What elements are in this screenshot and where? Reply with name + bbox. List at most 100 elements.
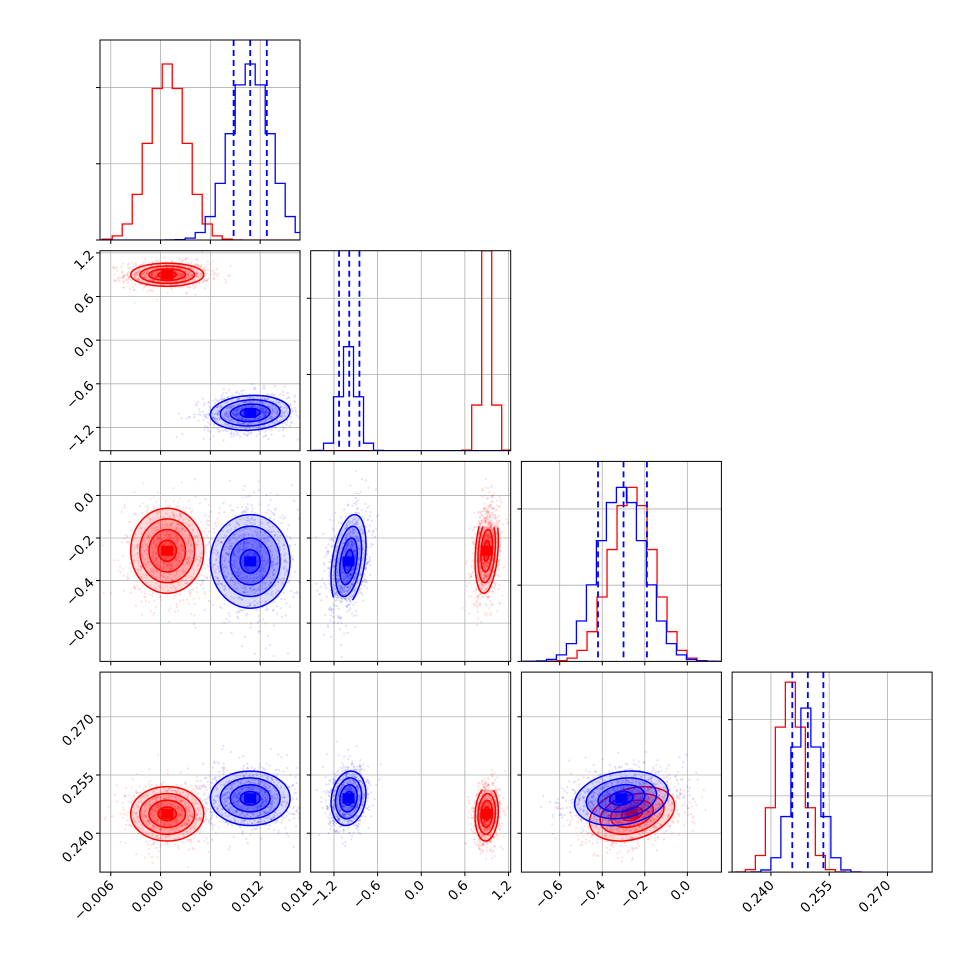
panel-3-3 — [728, 671, 933, 877]
blue-point — [199, 560, 202, 563]
blue-point — [246, 516, 249, 519]
blue-point — [249, 396, 252, 400]
red-point — [490, 512, 493, 515]
red-point — [196, 264, 199, 267]
red-point — [186, 598, 189, 601]
red-point — [152, 286, 155, 289]
blue-point — [270, 413, 273, 416]
blue-point — [238, 595, 241, 599]
red-point — [167, 536, 171, 539]
blue-point — [216, 577, 219, 580]
red-point — [478, 522, 481, 525]
blue-point — [290, 484, 294, 487]
blue-point — [243, 533, 247, 536]
blue-point — [216, 577, 219, 580]
red-point — [164, 500, 168, 503]
blue-point — [238, 416, 241, 419]
red-point — [177, 273, 180, 276]
blue-point — [245, 566, 248, 569]
blue-point — [286, 561, 289, 564]
blue-point — [274, 583, 277, 587]
red-point — [140, 600, 143, 603]
red-density-peak — [161, 545, 174, 556]
blue-point — [336, 622, 339, 625]
red-point — [180, 559, 184, 562]
red-point — [144, 276, 148, 279]
red-point — [151, 279, 154, 282]
blue-point — [289, 415, 292, 418]
blue-point — [235, 411, 238, 414]
blue-point — [202, 418, 205, 422]
red-point — [127, 540, 130, 543]
blue-point — [257, 587, 261, 590]
red-point — [133, 548, 136, 551]
blue-point — [228, 614, 231, 618]
red-point — [479, 620, 483, 624]
blue-point — [239, 596, 242, 600]
red-point — [155, 539, 158, 542]
red-point — [189, 591, 192, 595]
red-point — [492, 525, 496, 528]
red-point — [154, 551, 157, 554]
red-point — [489, 580, 492, 583]
red-point — [177, 583, 181, 587]
blue-point — [279, 553, 283, 556]
red-point — [490, 524, 493, 527]
red-point — [485, 578, 488, 581]
red-point — [186, 543, 190, 547]
red-point — [171, 533, 174, 536]
blue-point — [271, 609, 275, 612]
red-point — [197, 265, 200, 268]
red-point — [157, 537, 160, 540]
red-point — [162, 575, 165, 578]
red-point — [165, 524, 169, 527]
red-point — [494, 514, 497, 517]
blue-point — [255, 527, 258, 530]
blue-point — [218, 418, 221, 421]
blue-point — [262, 556, 265, 559]
red-point — [471, 559, 475, 562]
red-point — [136, 277, 140, 280]
red-point — [166, 291, 169, 295]
blue-point — [230, 430, 233, 434]
blue-point — [267, 504, 270, 507]
blue-point — [235, 414, 238, 417]
blue-point — [276, 538, 280, 541]
red-point — [140, 272, 144, 275]
blue-point — [222, 397, 225, 400]
blue-point — [237, 609, 240, 613]
blue-point — [217, 565, 220, 568]
red-point — [480, 573, 483, 576]
blue-point — [243, 548, 246, 552]
red-point — [480, 535, 483, 538]
blue-point — [191, 529, 194, 532]
blue-point — [272, 569, 275, 572]
red-point — [493, 587, 496, 590]
red-point — [490, 505, 493, 508]
red-point — [155, 500, 158, 503]
blue-point — [217, 580, 221, 583]
red-point — [138, 283, 141, 286]
blue-point — [208, 530, 211, 533]
blue-point — [229, 405, 232, 408]
red-point — [183, 510, 186, 513]
blue-point — [249, 432, 253, 435]
blue-point — [229, 523, 232, 526]
blue-point — [232, 536, 235, 539]
red-point — [192, 528, 195, 531]
blue-point — [255, 609, 258, 612]
blue-point — [235, 430, 238, 433]
red-point — [486, 510, 489, 513]
blue-point — [224, 545, 227, 548]
blue-point — [275, 409, 279, 412]
red-point — [178, 593, 181, 596]
blue-point — [237, 422, 240, 426]
blue-point — [244, 586, 247, 589]
red-point — [217, 542, 221, 545]
red-point — [178, 272, 182, 276]
red-point — [158, 522, 162, 525]
blue-point — [257, 535, 260, 538]
blue-point — [218, 405, 221, 408]
red-point — [127, 576, 130, 580]
red-point — [122, 554, 125, 558]
